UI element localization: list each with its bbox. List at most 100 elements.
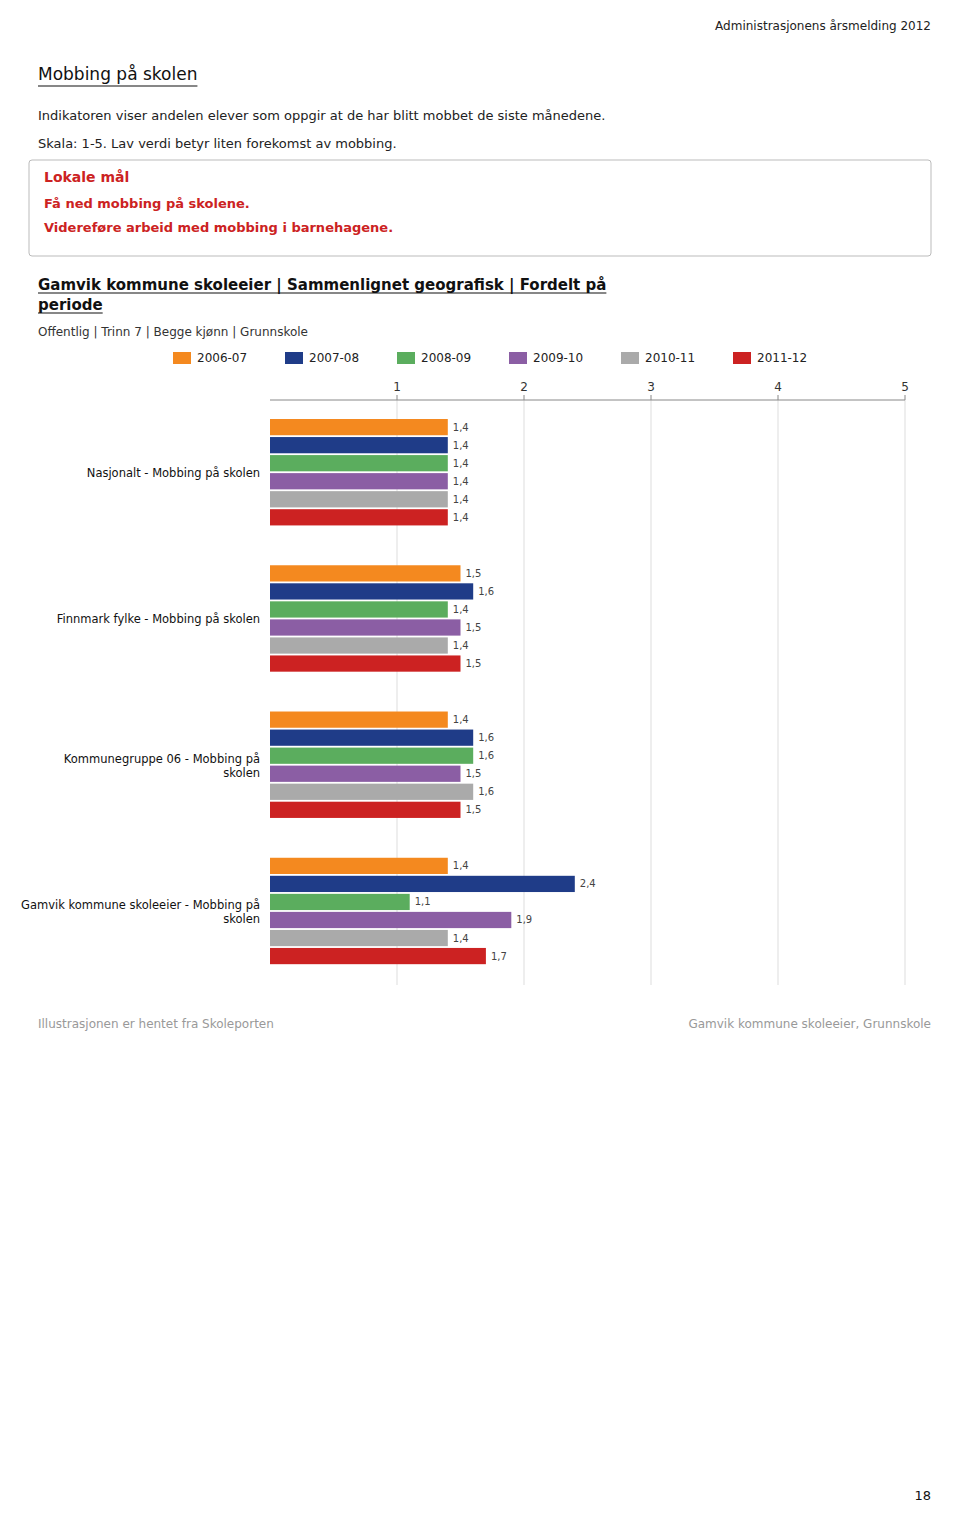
category-label-line: skolen <box>223 766 260 780</box>
data-label: 2,4 <box>580 878 596 889</box>
bar <box>270 637 448 653</box>
bar <box>270 948 486 964</box>
bar <box>270 802 461 818</box>
bar <box>270 894 410 910</box>
legend-label: 2008-09 <box>421 351 471 365</box>
background <box>0 0 960 1521</box>
tick-label: 5 <box>901 380 909 394</box>
category-label: Gamvik kommune skoleeier - Mobbing påsko… <box>21 898 260 926</box>
tick-mark <box>397 395 398 400</box>
data-label: 1,4 <box>453 604 469 615</box>
data-label: 1,5 <box>466 622 482 633</box>
goals-box <box>29 160 931 256</box>
bar <box>270 712 448 728</box>
legend: 2006-07 2007-08 2008-09 2009-10 2010-11 2011-… <box>173 351 807 365</box>
goals-line: Videreføre arbeid med mobbing i barnehag… <box>44 220 393 235</box>
chart-title-underline <box>38 292 606 293</box>
bar <box>270 437 448 453</box>
data-label: 1,4 <box>453 494 469 505</box>
data-label: 1,4 <box>453 640 469 651</box>
data-label: 1,6 <box>478 750 494 761</box>
bar <box>270 876 575 892</box>
bar <box>270 419 448 435</box>
data-label: 1,9 <box>516 914 532 925</box>
data-label: 1,6 <box>478 732 494 743</box>
chart-title-underline <box>38 312 103 313</box>
goals-title: Lokale mål <box>44 169 129 185</box>
grid-line <box>778 400 779 985</box>
bar <box>270 601 448 617</box>
axis-line <box>270 400 905 401</box>
bars <box>270 419 575 964</box>
bar <box>270 912 511 928</box>
goals-line: Få ned mobbing på skolene. <box>44 196 250 211</box>
category-labels: Gamvik kommune skoleeier - Mobbing påsko… <box>21 466 260 926</box>
bar <box>270 455 448 471</box>
data-label: 1,6 <box>478 786 494 797</box>
grid-line <box>905 400 906 985</box>
bar <box>270 730 473 746</box>
data-label: 1,4 <box>453 512 469 523</box>
category-label-line: skolen <box>223 912 260 926</box>
data-label: 1,1 <box>415 896 431 907</box>
data-label: 1,4 <box>453 458 469 469</box>
legend-label: 2010-11 <box>645 351 695 365</box>
data-label: 1,4 <box>453 440 469 451</box>
tick-mark <box>905 395 906 400</box>
legend-swatch <box>733 352 751 364</box>
bar <box>270 509 448 525</box>
chart-title-line: Gamvik kommune skoleeier | Sammenlignet … <box>38 276 606 295</box>
bar <box>270 930 448 946</box>
legend-swatch <box>285 352 303 364</box>
data-label: 1,5 <box>466 768 482 779</box>
tick-mark <box>778 395 779 400</box>
category-label: Finnmark fylke - Mobbing på skolen <box>57 612 260 626</box>
category-label-line: Finnmark fylke - Mobbing på skolen <box>57 612 260 626</box>
bar <box>270 565 461 581</box>
page-number: 18 <box>914 1488 931 1503</box>
tick-label: 3 <box>647 380 655 394</box>
section-underline <box>38 85 197 86</box>
page: Administrasjonens årsmelding 2012Mobbing… <box>0 0 960 1521</box>
bar <box>270 491 448 507</box>
bar <box>270 784 473 800</box>
page-title: Administrasjonens årsmelding 2012 <box>715 19 931 33</box>
legend-swatch <box>397 352 415 364</box>
bar <box>270 655 461 671</box>
data-labels: 1,4 1,4 1,5 1,4 2,4 1,6 1,6 1,4 1,1 1,6 1,4 1,4 1,9 1… <box>415 422 596 962</box>
data-label: 1,4 <box>453 476 469 487</box>
grid: 1 2 3 4 5 <box>393 380 909 985</box>
category-label-line: Nasjonalt - Mobbing på skolen <box>87 466 260 480</box>
bar <box>270 858 448 874</box>
chart-title: Gamvik kommune skoleeier | Sammenlignet … <box>38 276 606 314</box>
grid-line <box>651 400 652 985</box>
category-label-line: Gamvik kommune skoleeier - Mobbing på <box>21 898 260 912</box>
category-label-line: Kommunegruppe 06 - Mobbing på <box>64 752 260 766</box>
legend-label: 2006-07 <box>197 351 247 365</box>
bar <box>270 583 473 599</box>
legend-swatch <box>621 352 639 364</box>
bar <box>270 766 461 782</box>
tick-label: 4 <box>774 380 782 394</box>
footer-right: Gamvik kommune skoleeier, Grunnskole <box>688 1017 931 1031</box>
data-label: 1,4 <box>453 422 469 433</box>
grid-line <box>524 400 525 985</box>
bar <box>270 619 461 635</box>
data-label: 1,5 <box>466 658 482 669</box>
legend-label: 2011-12 <box>757 351 807 365</box>
legend-swatch <box>509 352 527 364</box>
data-label: 1,5 <box>466 568 482 579</box>
tick-label: 1 <box>393 380 401 394</box>
scale-text: Skala: 1-5. Lav verdi betyr liten foreko… <box>38 136 397 151</box>
tick-label: 2 <box>520 380 528 394</box>
category-label: Nasjonalt - Mobbing på skolen <box>87 466 260 480</box>
data-label: 1,5 <box>466 804 482 815</box>
tick-mark <box>651 395 652 400</box>
intro-text: Indikatoren viser andelen elever som opp… <box>38 108 605 123</box>
data-label: 1,4 <box>453 860 469 871</box>
category-label: Kommunegruppe 06 - Mobbing påskolen <box>64 752 260 780</box>
legend-label: 2007-08 <box>309 351 359 365</box>
tick-mark <box>524 395 525 400</box>
bar <box>270 473 448 489</box>
legend-label: 2009-10 <box>533 351 583 365</box>
